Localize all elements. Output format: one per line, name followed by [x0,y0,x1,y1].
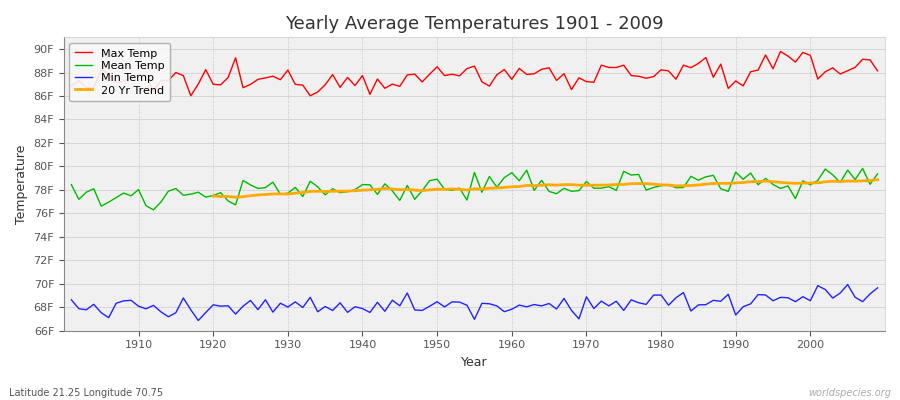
20 Yr Trend [872,177,883,182]
Min Temp [342,310,353,315]
Mean Temp [514,178,525,183]
Max Temp [66,83,77,88]
Max Temp [342,75,353,80]
Mean Temp [66,182,77,187]
20 Yr Trend [678,183,688,188]
Min Temp [872,286,883,290]
Mean Temp [872,172,883,176]
Y-axis label: Temperature: Temperature [15,144,28,224]
Max Temp [514,66,525,71]
20 Yr Trend [208,194,219,198]
Line: Min Temp: Min Temp [71,284,878,320]
20 Yr Trend [768,179,778,184]
Mean Temp [148,208,159,212]
Text: worldspecies.org: worldspecies.org [808,388,891,398]
Text: Latitude 21.25 Longitude 70.75: Latitude 21.25 Longitude 70.75 [9,388,163,398]
Mean Temp [507,170,517,175]
Min Temp [842,282,853,287]
Mean Temp [126,194,137,198]
Max Temp [507,77,517,82]
Min Temp [507,307,517,312]
Mean Temp [342,189,353,194]
Max Temp [603,65,614,70]
20 Yr Trend [783,180,794,185]
Line: Max Temp: Max Temp [71,52,878,96]
20 Yr Trend [230,195,241,200]
Min Temp [126,298,137,303]
Title: Yearly Average Temperatures 1901 - 2009: Yearly Average Temperatures 1901 - 2009 [285,15,664,33]
20 Yr Trend [417,188,428,193]
Line: 20 Yr Trend: 20 Yr Trend [213,180,878,197]
Min Temp [193,318,203,323]
Min Temp [297,305,308,310]
Max Temp [297,83,308,88]
X-axis label: Year: Year [461,356,488,369]
Max Temp [872,68,883,73]
Line: Mean Temp: Mean Temp [71,168,878,210]
Mean Temp [297,194,308,199]
Min Temp [66,298,77,302]
Min Temp [514,303,525,308]
20 Yr Trend [305,189,316,194]
Legend: Max Temp, Mean Temp, Min Temp, 20 Yr Trend: Max Temp, Mean Temp, Min Temp, 20 Yr Tre… [69,43,170,101]
Mean Temp [603,184,614,189]
Max Temp [185,93,196,98]
Max Temp [126,75,137,80]
20 Yr Trend [850,179,860,184]
Mean Temp [857,166,868,171]
Max Temp [775,49,786,54]
Min Temp [603,304,614,308]
